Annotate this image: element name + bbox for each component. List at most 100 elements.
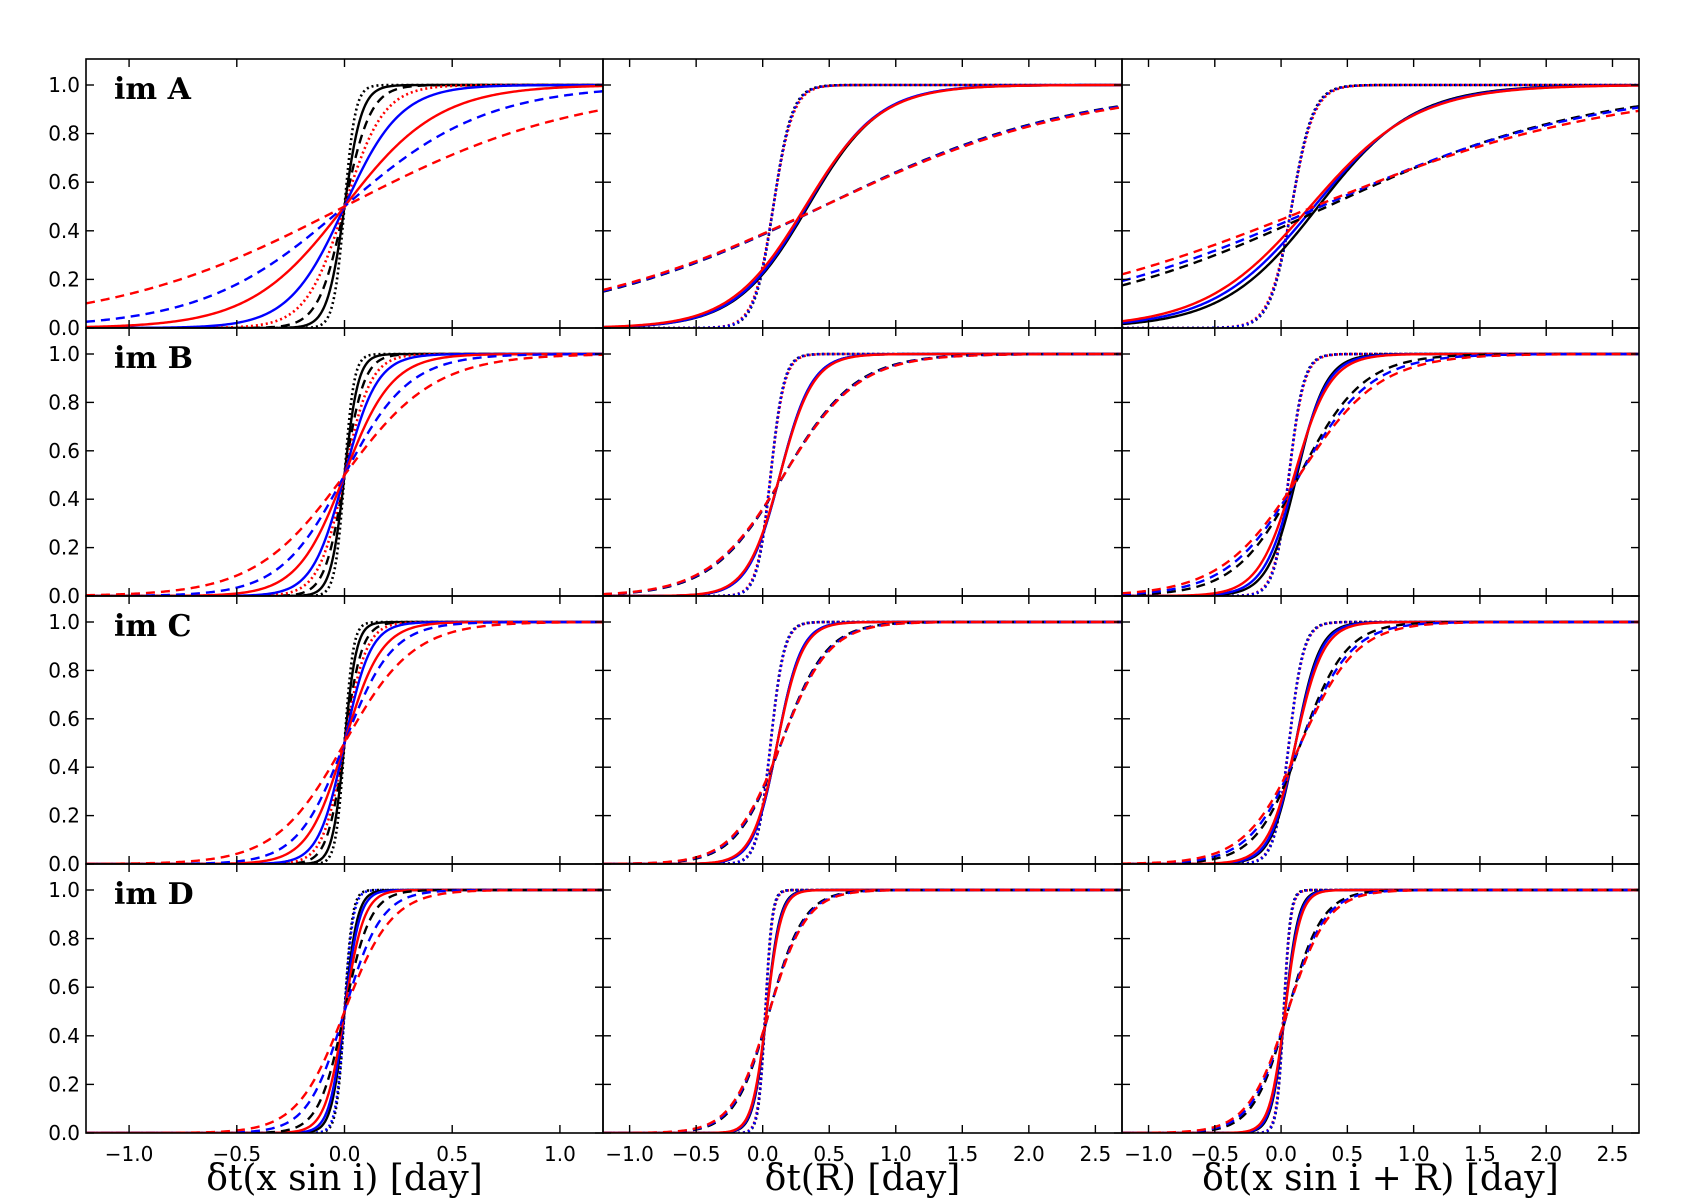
series-line-dotted — [603, 352, 1122, 596]
series-line-dashed — [1122, 109, 1639, 276]
series-line-solid — [603, 620, 1122, 864]
series-line-dotted — [1122, 888, 1639, 1133]
series-line-dotted — [1122, 352, 1639, 596]
series-line-dashed — [1122, 352, 1639, 596]
series-line-dotted — [603, 888, 1122, 1133]
series-line-dashed — [1122, 888, 1639, 1133]
y-tick-label: 1.0 — [48, 878, 80, 902]
y-tick-label: 0.0 — [48, 852, 80, 876]
x-axis-title: δt(R) [day] — [765, 1158, 961, 1199]
x-tick-label: 0.0 — [1265, 1142, 1297, 1166]
series-line-dashed — [86, 108, 603, 305]
x-tick-label: 2.5 — [1597, 1142, 1629, 1166]
plot-frame — [602, 58, 1123, 329]
y-tick-label: 0.2 — [48, 804, 80, 828]
series-group — [1122, 83, 1639, 328]
plot-frame — [1121, 58, 1640, 329]
y-tick-label: 0.6 — [48, 170, 80, 194]
series-line-dashed — [603, 620, 1122, 864]
series-group — [603, 888, 1122, 1133]
y-tick-label: 0.8 — [48, 390, 80, 414]
panel-im-d-col-2 — [602, 863, 1123, 1134]
row-label: im A — [114, 72, 192, 107]
series-line-solid — [1122, 620, 1639, 864]
y-tick-label: 0.8 — [48, 122, 80, 146]
plot-frame — [1121, 595, 1640, 865]
series-group — [86, 620, 603, 864]
series-line-dashed — [603, 352, 1122, 596]
x-tick-label: 2.0 — [1013, 1142, 1045, 1166]
series-line-solid — [603, 83, 1122, 328]
labels-layer: 0.0 0.2 0.4 0.6 0.8 1.0 im A 0.0 0.2 0.4 0.6 0.8 1.0… — [48, 72, 1628, 1199]
plot-frame — [1121, 863, 1640, 1134]
x-tick-label: −0.5 — [1191, 1142, 1240, 1166]
series-group — [86, 888, 603, 1133]
series-line-solid — [603, 352, 1122, 596]
y-tick-label: 0.2 — [48, 536, 80, 560]
y-tick-label: 0.8 — [48, 927, 80, 951]
x-tick-label: 1.5 — [946, 1142, 978, 1166]
x-tick-label: −0.5 — [672, 1142, 721, 1166]
series-line-dashed — [86, 353, 603, 596]
series-line-dashed — [1122, 352, 1639, 595]
x-axis-title: δt(x sin i + R) [day] — [1202, 1158, 1559, 1199]
panel-im-d-col-3 — [1121, 863, 1640, 1134]
series-line-dashed — [603, 888, 1122, 1133]
x-tick-label: 2.0 — [1530, 1142, 1562, 1166]
series-line-solid — [1122, 620, 1639, 864]
y-tick-label: 0.4 — [48, 755, 80, 779]
panel-im-a-col-3 — [1121, 58, 1640, 329]
series-line-dashed — [1122, 106, 1639, 283]
x-tick-label: 0.5 — [436, 1142, 468, 1166]
series-line-dotted — [1122, 620, 1639, 864]
y-tick-label: 1.0 — [48, 342, 80, 366]
series-line-dotted — [1122, 888, 1639, 1133]
y-tick-label: 0.8 — [48, 658, 80, 682]
series-line-solid — [603, 352, 1122, 596]
series-line-dotted — [603, 888, 1122, 1133]
series-group — [603, 620, 1122, 864]
series-line-solid — [1122, 352, 1639, 596]
series-group — [1122, 352, 1639, 596]
y-tick-label: 0.6 — [48, 439, 80, 463]
x-tick-label: 0.0 — [747, 1142, 779, 1166]
series-line-solid — [1122, 888, 1639, 1133]
series-group — [603, 352, 1122, 596]
series-line-dotted — [603, 352, 1122, 596]
series-line-dashed — [1122, 620, 1639, 864]
axes-layer — [85, 58, 1640, 1134]
series-line-solid — [1122, 620, 1639, 864]
y-tick-label: 0.0 — [48, 316, 80, 340]
x-tick-label: 2.5 — [1079, 1142, 1111, 1166]
series-line-dotted — [603, 620, 1122, 864]
series-line-dashed — [603, 352, 1122, 596]
y-tick-label: 0.0 — [48, 584, 80, 608]
x-tick-label: −1.0 — [605, 1142, 654, 1166]
series-line-solid — [1122, 84, 1639, 323]
series-line-solid — [1122, 352, 1639, 596]
series-line-dotted — [1122, 888, 1639, 1133]
x-tick-label: 1.0 — [880, 1142, 912, 1166]
plot-frame — [602, 595, 1123, 865]
series-line-dashed — [603, 106, 1122, 292]
series-group — [603, 83, 1122, 328]
series-line-dotted — [603, 352, 1122, 596]
series-line-dotted — [1122, 352, 1639, 596]
series-line-solid — [603, 888, 1122, 1133]
series-line-dashed — [603, 105, 1122, 293]
series-line-dotted — [603, 888, 1122, 1133]
y-tick-label: 0.2 — [48, 267, 80, 291]
series-group — [1122, 888, 1639, 1133]
x-tick-label: −0.5 — [213, 1142, 262, 1166]
y-tick-label: 0.4 — [48, 487, 80, 511]
series-line-dashed — [86, 620, 603, 864]
series-line-dotted — [1122, 620, 1639, 864]
series-line-dashed — [1122, 620, 1639, 864]
x-tick-label: 0.5 — [813, 1142, 845, 1166]
series-line-dashed — [603, 888, 1122, 1133]
series-line-dotted — [603, 620, 1122, 864]
panel-im-b-col-3 — [1121, 327, 1640, 597]
panel-im-b-col-2 — [602, 327, 1123, 597]
x-tick-label: 1.0 — [1398, 1142, 1430, 1166]
